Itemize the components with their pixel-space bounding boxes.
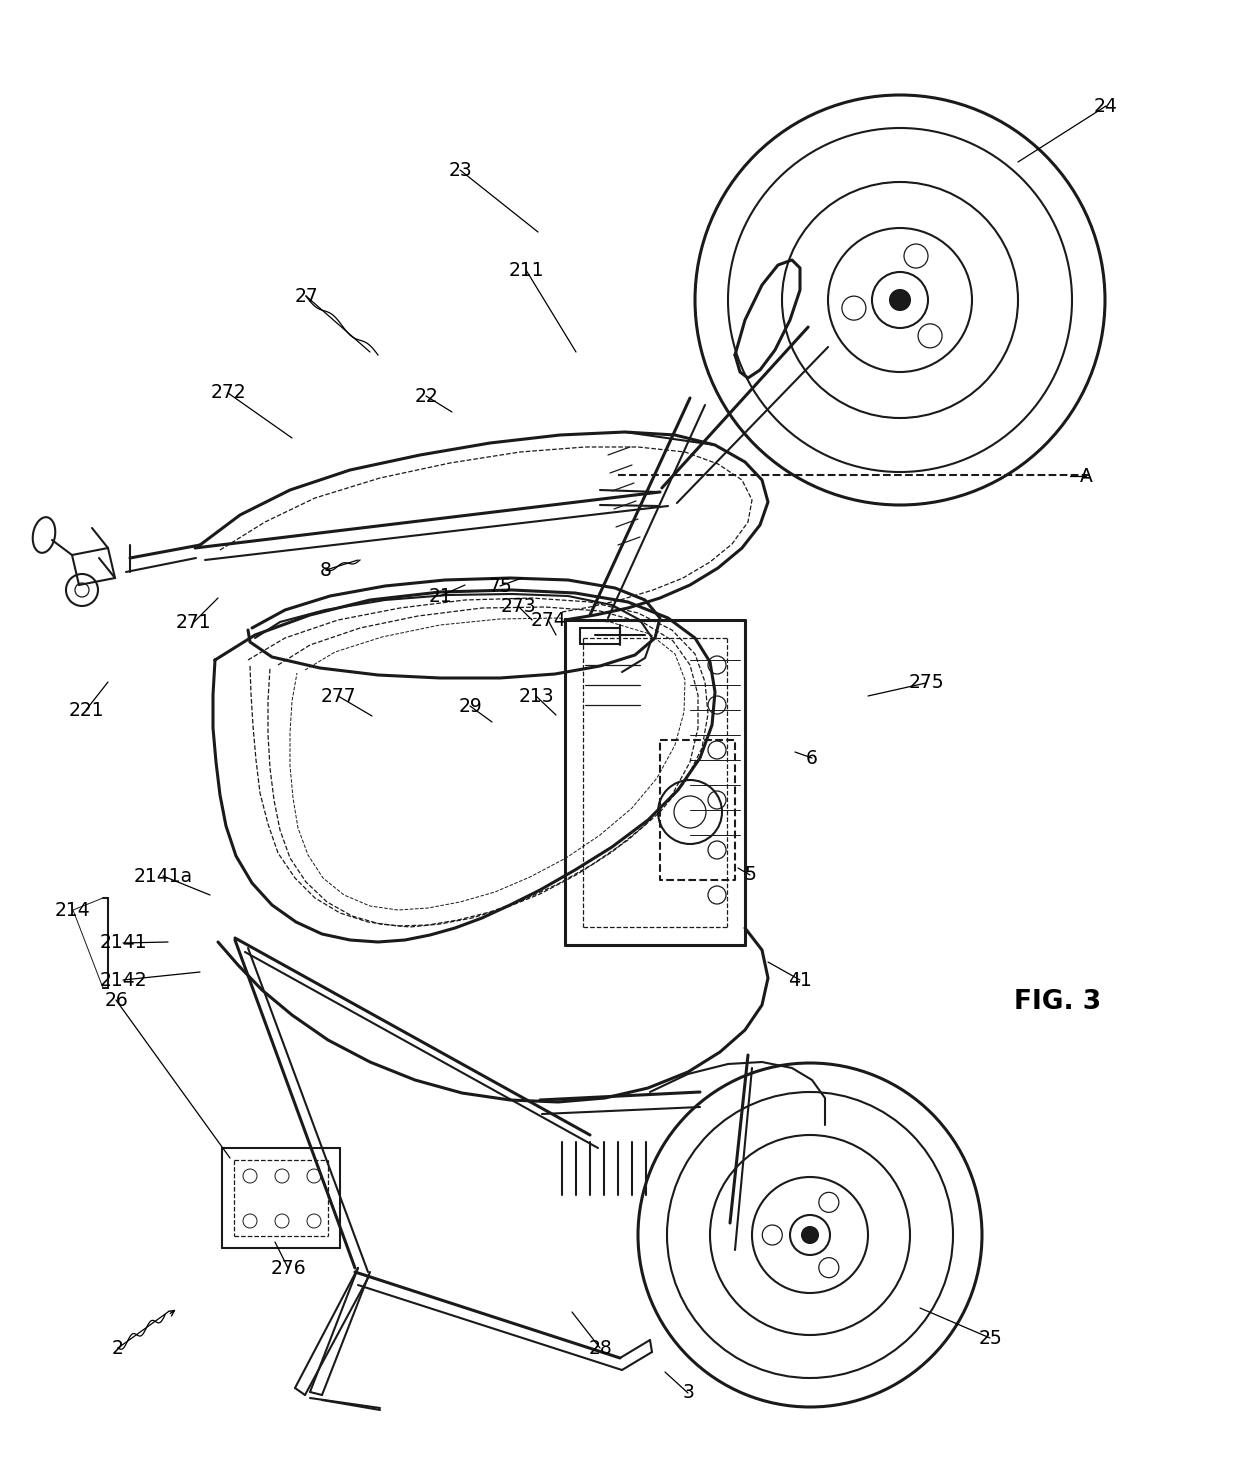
Text: 29: 29 — [458, 696, 482, 715]
Text: 75: 75 — [489, 577, 512, 596]
Polygon shape — [72, 548, 115, 586]
Text: 41: 41 — [789, 970, 812, 989]
Text: 5: 5 — [744, 866, 756, 885]
Text: 2: 2 — [112, 1339, 124, 1358]
Text: 272: 272 — [211, 383, 246, 402]
Text: 23: 23 — [448, 160, 472, 179]
Text: 274: 274 — [531, 611, 565, 630]
Ellipse shape — [32, 517, 56, 553]
Text: 275: 275 — [908, 674, 944, 693]
Text: 26: 26 — [104, 991, 128, 1010]
Text: 21: 21 — [428, 587, 451, 605]
Text: 2141: 2141 — [99, 934, 146, 953]
Text: 2141a: 2141a — [134, 866, 192, 885]
Text: 22: 22 — [414, 386, 438, 405]
Text: 213: 213 — [518, 687, 554, 706]
Text: 24: 24 — [1094, 97, 1118, 116]
Text: 8: 8 — [320, 561, 332, 580]
Text: 214: 214 — [55, 900, 91, 919]
Text: 276: 276 — [270, 1258, 306, 1277]
Circle shape — [890, 291, 910, 310]
Text: 273: 273 — [500, 596, 536, 615]
Text: 211: 211 — [508, 260, 544, 279]
Text: 28: 28 — [588, 1339, 611, 1358]
Text: 2142: 2142 — [99, 970, 146, 989]
Text: 277: 277 — [320, 687, 356, 706]
Text: 271: 271 — [175, 614, 211, 633]
Text: 3: 3 — [682, 1383, 694, 1402]
Text: 25: 25 — [978, 1329, 1002, 1348]
Circle shape — [802, 1227, 818, 1243]
Text: 6: 6 — [806, 749, 818, 768]
Text: FIG. 3: FIG. 3 — [1014, 989, 1101, 1014]
Text: 221: 221 — [68, 700, 104, 719]
Text: 27: 27 — [294, 286, 317, 305]
Text: A: A — [1080, 467, 1092, 486]
